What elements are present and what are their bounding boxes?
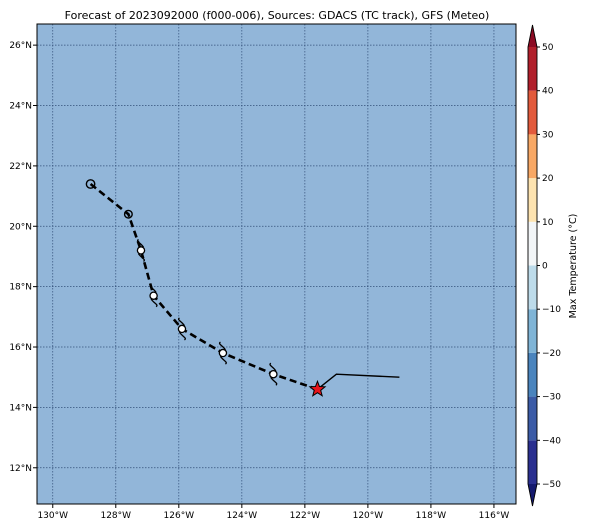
chart-title: Forecast of 2023092000 (f000-006), Sourc… [65, 9, 490, 22]
y-tick-label: 24°N [9, 102, 32, 112]
storm-arm-lower [150, 298, 158, 308]
storm-point-center [127, 212, 130, 216]
colorbar-tick-label: −30 [542, 393, 561, 403]
colorbar-tick-label: −10 [542, 305, 561, 315]
colorbar-extend-high [528, 25, 537, 47]
storm-icon-ring [177, 324, 187, 334]
storm-icon-ring [136, 246, 146, 255]
colorbar-extend-low [528, 484, 537, 506]
y-tick-label: 22°N [9, 162, 32, 172]
colorbar-tick-label: −50 [542, 480, 561, 490]
colorbar-band [528, 221, 537, 266]
storm-icon-ring [269, 369, 278, 379]
x-tick-label: 126°W [164, 511, 195, 521]
storm-arm-lower [137, 253, 145, 262]
tropical-storm-icon [177, 317, 187, 341]
colorbar-tick-label: 0 [542, 262, 548, 272]
colorbar-tick-label: 30 [542, 130, 554, 140]
y-tick-label: 12°N [9, 464, 32, 474]
x-axis: 130°W 128°W 126°W 124°W 122°W 120°W 118°W 116°W [37, 504, 509, 521]
map-frame [36, 23, 517, 505]
graticule [37, 24, 516, 504]
tropical-storm-icon [269, 362, 278, 386]
storm-track [85, 179, 400, 397]
colorbar-tick-label: 20 [542, 174, 554, 184]
x-tick-label: 116°W [479, 511, 510, 521]
colorbar-band [528, 90, 537, 135]
colorbar: 50 40 30 20 10 0 −10 −20 −30 −40 −50 [527, 24, 561, 507]
storm-icon-ring [149, 291, 158, 300]
colorbar-band [528, 47, 537, 91]
colorbar-tick-label: 40 [542, 87, 554, 97]
y-tick-label: 14°N [9, 403, 32, 413]
x-tick-label: 128°W [100, 511, 131, 521]
storm-arm-lower [178, 331, 186, 341]
colorbar-tick-label: −20 [542, 349, 561, 359]
x-tick-label: 124°W [227, 511, 258, 521]
colorbar-label: Max Temperature (°C) [568, 214, 579, 319]
storm-icon-ring [218, 348, 228, 358]
storm-point-depression [123, 209, 133, 219]
colorbar-tick-label: 10 [542, 218, 554, 228]
forecast-track-line [89, 182, 318, 391]
y-axis: 12°N 14°N 16°N 18°N 20°N 22°N 24°N 26°N [9, 41, 37, 474]
colorbar-band [528, 396, 537, 441]
colorbar-band [528, 352, 537, 397]
storm-point-ring [123, 209, 133, 219]
storm-arm-lower [219, 355, 227, 365]
colorbar-band [528, 265, 537, 310]
past-track-line [317, 373, 400, 390]
x-tick-label: 120°W [353, 511, 384, 521]
storm-arm-lower [270, 377, 278, 386]
storm-arm-upper [149, 284, 157, 293]
tropical-storm-icon [136, 238, 146, 262]
y-tick-label: 26°N [9, 41, 32, 51]
x-tick-label: 130°W [37, 511, 68, 521]
ocean-background [37, 24, 516, 504]
colorbar-band [528, 178, 537, 222]
colorbar-tick-label: −40 [542, 436, 561, 446]
colorbar-band [528, 134, 537, 179]
storm-arm-upper [137, 238, 145, 248]
x-tick-label: 122°W [290, 511, 321, 521]
colorbar-tick-label: 50 [542, 43, 554, 53]
colorbar-band [528, 309, 537, 353]
tropical-storm-icon [149, 284, 158, 308]
x-tick-label: 118°W [416, 511, 447, 521]
y-tick-label: 18°N [9, 283, 32, 293]
y-tick-label: 16°N [9, 343, 32, 353]
map-area [36, 23, 517, 505]
current-position-star-icon [308, 379, 327, 397]
y-tick-label: 20°N [9, 222, 32, 232]
colorbar-band [528, 440, 537, 484]
storm-point-open-circle [85, 179, 96, 189]
storm-arm-upper [218, 341, 226, 351]
storm-arm-upper [269, 362, 277, 372]
storm-arm-upper [177, 317, 186, 327]
tropical-storm-icon [218, 341, 228, 365]
